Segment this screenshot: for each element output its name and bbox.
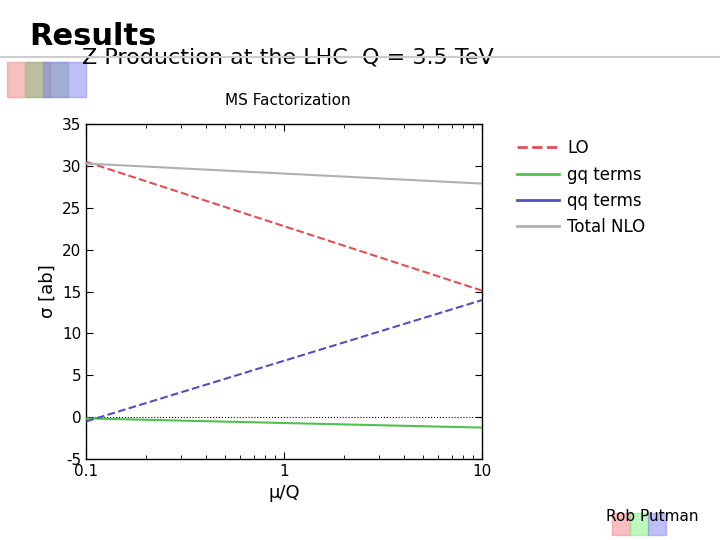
Legend: LO, gq terms, qq terms, Total NLO: LO, gq terms, qq terms, Total NLO xyxy=(510,132,652,243)
Text: MS Factorization: MS Factorization xyxy=(225,93,351,108)
X-axis label: μ/Q: μ/Q xyxy=(269,484,300,502)
Text: Z Production at the LHC  Q = 3.5 TeV: Z Production at the LHC Q = 3.5 TeV xyxy=(82,48,494,68)
Y-axis label: σ [ab]: σ [ab] xyxy=(39,265,57,319)
Text: Rob Putman: Rob Putman xyxy=(606,509,698,524)
Text: Results: Results xyxy=(29,22,156,51)
